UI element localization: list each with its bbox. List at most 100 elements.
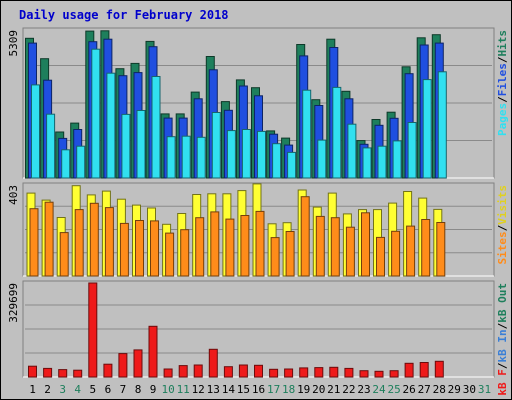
panels-layer: 5309Pages/Files/Hits403Sites/Visits32969… bbox=[7, 27, 509, 396]
x-tick-label: 30 bbox=[463, 383, 476, 396]
hits-panel-bar-pages bbox=[31, 84, 40, 179]
x-tick-label: 10 bbox=[161, 383, 174, 396]
hits-panel-bar-pages bbox=[166, 136, 176, 179]
kbytes-panel-bar-kb-f bbox=[148, 325, 158, 378]
visits-panel-bar-sites bbox=[150, 220, 159, 277]
visits-panel-bar-sites bbox=[345, 226, 355, 277]
hits-panel-ymax-label: 5309 bbox=[7, 30, 20, 57]
visits-panel-bar-sites bbox=[29, 208, 39, 277]
legend-entry: / bbox=[496, 96, 509, 103]
legend-entry: / bbox=[496, 56, 509, 63]
x-tick-label: 20 bbox=[312, 383, 325, 396]
hits-panel-bar-pages bbox=[257, 130, 266, 179]
visits-panel-bar-sites bbox=[270, 237, 280, 277]
hits-panel-bar-pages bbox=[392, 140, 402, 179]
hits-panel-bar-pages bbox=[362, 147, 372, 179]
x-tick-label: 4 bbox=[74, 383, 81, 396]
visits-panel-bar-sites bbox=[195, 217, 205, 277]
x-tick-label: 31 bbox=[478, 383, 491, 396]
kbytes-panel-bar-kb-f bbox=[73, 369, 83, 378]
x-tick-label: 2 bbox=[44, 383, 51, 396]
visits-panel-bar-sites bbox=[59, 232, 69, 277]
kbytes-panel-bar-kb-f bbox=[344, 367, 354, 378]
kbytes-panel-bar-kb-f bbox=[178, 365, 188, 378]
kbytes-panel-bar-kb-f bbox=[359, 370, 369, 378]
x-tick-label: 19 bbox=[297, 383, 310, 396]
x-tick-label: 25 bbox=[387, 383, 400, 396]
visits-panel-bar-sites bbox=[421, 219, 431, 277]
kbytes-panel-bar-kb-f bbox=[103, 363, 113, 378]
x-axis: 1 2 3 4 5 6 7 8 9 10 11 12 13 14 15 16 17 18 19 20 21 22 23 24 2… bbox=[29, 383, 491, 396]
visits-panel-bar-sites bbox=[135, 220, 144, 277]
x-tick-label: 7 bbox=[120, 383, 127, 396]
x-tick-label: 14 bbox=[222, 383, 236, 396]
visits-panel-bar-sites bbox=[210, 211, 220, 277]
x-tick-label: 8 bbox=[135, 383, 142, 396]
hits-panel-bar-pages bbox=[226, 130, 236, 179]
kbytes-panel-bar-kb-f bbox=[58, 369, 68, 378]
visits-panel-bar-sites bbox=[44, 201, 54, 277]
hits-panel-bar-pages bbox=[46, 113, 56, 179]
x-tick-label: 3 bbox=[59, 383, 66, 396]
hits-panel-bar-pages bbox=[272, 143, 282, 179]
kbytes-panel-bar-kb-f bbox=[299, 367, 309, 378]
x-tick-label: 22 bbox=[342, 383, 355, 396]
x-tick-label: 9 bbox=[150, 383, 157, 396]
x-tick-label: 15 bbox=[237, 383, 250, 396]
hits-panel-bar-pages bbox=[76, 145, 86, 179]
x-tick-label: 5 bbox=[89, 383, 96, 396]
kbytes-panel-bar-kb-f bbox=[269, 368, 279, 378]
hits-panel-bar-pages bbox=[241, 129, 251, 179]
legend-entry: Hits bbox=[496, 30, 509, 57]
hits-panel-bar-pages bbox=[347, 123, 357, 179]
x-tick-label: 21 bbox=[327, 383, 340, 396]
hits-panel-bar-pages bbox=[196, 136, 206, 179]
kbytes-panel-bar-kb-f bbox=[238, 364, 248, 378]
hits-panel-bar-pages bbox=[136, 110, 146, 179]
hits-panel-legend: Pages/Files/Hits bbox=[496, 30, 509, 136]
chart-title: Daily usage for February 2018 bbox=[19, 8, 229, 22]
visits-panel-bar-sites bbox=[436, 222, 446, 277]
legend-entry: / bbox=[496, 224, 509, 231]
legend-entry: kB F bbox=[496, 369, 509, 396]
visits-panel-bar-sites bbox=[300, 196, 310, 277]
visits-panel-bar-sites bbox=[391, 230, 401, 277]
legend-entry: Pages bbox=[496, 103, 509, 136]
visits-panel-bar-sites bbox=[74, 209, 84, 277]
legend-entry: kB In bbox=[496, 329, 509, 362]
legend-entry: Sites bbox=[496, 231, 509, 264]
hits-panel-bar-pages bbox=[211, 112, 221, 179]
visits-panel-bar-sites bbox=[406, 225, 416, 277]
x-tick-label: 18 bbox=[282, 383, 295, 396]
x-tick-label: 13 bbox=[207, 383, 220, 396]
legend-entry: Files bbox=[496, 63, 509, 96]
kbytes-panel-bar-kb-f bbox=[329, 366, 339, 378]
hits-panel-bar-pages bbox=[61, 149, 71, 179]
visits-panel-bar-sites bbox=[104, 207, 114, 277]
hits-panel-bar-pages bbox=[91, 48, 101, 179]
visits-panel-bar-sites bbox=[89, 202, 99, 277]
hits-panel-bar-pages bbox=[181, 135, 191, 179]
visits-panel-bar-sites bbox=[165, 232, 175, 277]
kbytes-panel-ymax-label: 329699 bbox=[7, 283, 20, 323]
kbytes-panel-bar-kb-f bbox=[208, 348, 218, 378]
visits-panel: 403 Sites/Visits bbox=[7, 182, 509, 277]
kbytes-panel-bar-kb-f bbox=[193, 364, 203, 378]
visits-panel-bar-sites bbox=[119, 222, 129, 277]
hits-panel-bar-pages bbox=[302, 89, 312, 179]
x-tick-label: 6 bbox=[105, 383, 112, 396]
hits-panel-bar-pages bbox=[407, 122, 417, 179]
kbytes-panel-bar-kb-f bbox=[419, 362, 429, 378]
hits-panel-bar-pages bbox=[332, 86, 342, 179]
kbytes-panel-bar-kb-f bbox=[389, 370, 399, 378]
hits-panel-bar-pages bbox=[106, 72, 116, 179]
legend-entry: Visits bbox=[496, 185, 509, 225]
visits-panel-bar-sites bbox=[315, 215, 325, 277]
x-tick-label: 27 bbox=[418, 383, 431, 396]
hits-panel-bar-pages bbox=[151, 76, 161, 179]
kbytes-panel-bar-kb-f bbox=[404, 362, 414, 378]
visits-panel-bar-sites bbox=[376, 236, 385, 277]
